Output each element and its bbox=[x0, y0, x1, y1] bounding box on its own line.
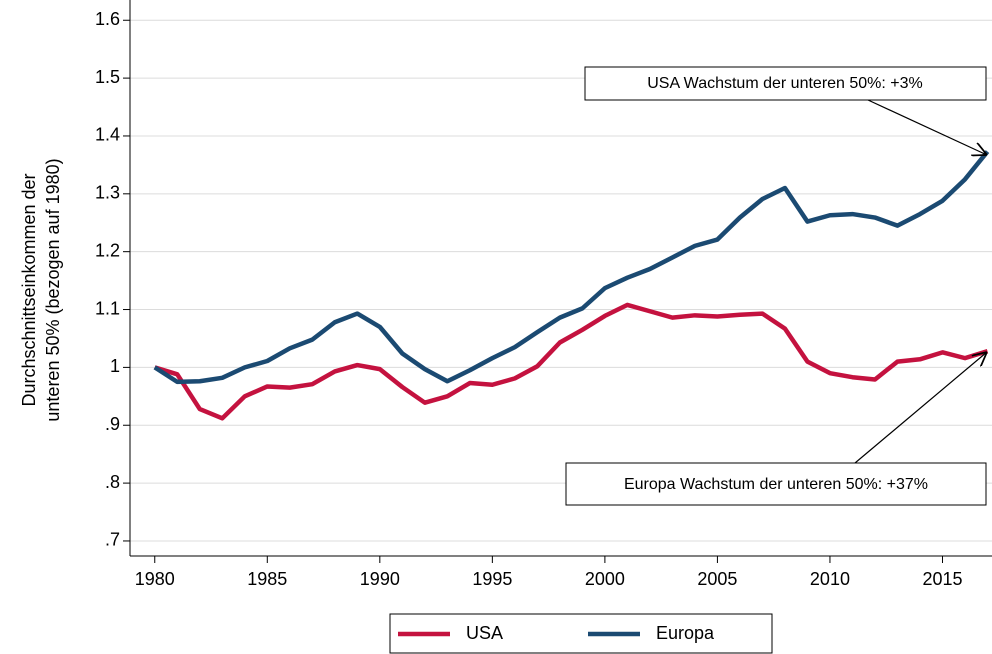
annotation: Europa Wachstum der unteren 50%: +37% bbox=[624, 476, 928, 493]
y-tick-label: 1.4 bbox=[95, 125, 120, 145]
y-tick-label: 1.3 bbox=[95, 183, 120, 203]
y-tick-label: .8 bbox=[105, 472, 120, 492]
y-axis-label: unteren 50% (bezogen auf 1980) bbox=[43, 158, 63, 421]
y-tick-label: 1.5 bbox=[95, 67, 120, 87]
series-line bbox=[153, 150, 990, 385]
annotation-arrow bbox=[854, 352, 987, 464]
y-tick-label: 1.1 bbox=[95, 298, 120, 318]
legend bbox=[389, 613, 773, 654]
x-tick-label: 2010 bbox=[810, 569, 850, 589]
legend-items: USA Europa bbox=[398, 623, 715, 643]
x-tick-label: 1990 bbox=[360, 569, 400, 589]
y-axis-label: Durchschnittseinkommen der bbox=[19, 173, 39, 406]
y-tick-label: .7 bbox=[105, 530, 120, 550]
x-tick-label: 2005 bbox=[697, 569, 737, 589]
lines bbox=[153, 150, 990, 421]
x-tick-label: 1980 bbox=[135, 569, 175, 589]
x-tick-label: 2015 bbox=[922, 569, 962, 589]
legend-label: Europa bbox=[656, 623, 715, 643]
x-tick-label: 1985 bbox=[247, 569, 287, 589]
series-line bbox=[154, 302, 989, 421]
legend-label: USA bbox=[466, 623, 503, 643]
y-tick-label: .9 bbox=[105, 414, 120, 434]
y-tick-label: 1.6 bbox=[95, 9, 120, 29]
y-tick-label: 1 bbox=[110, 356, 120, 376]
grid bbox=[130, 19, 992, 542]
y-tick-label: 1.2 bbox=[95, 240, 120, 260]
x-tick-label: 1995 bbox=[472, 569, 512, 589]
annotation-box bbox=[565, 462, 987, 506]
annotation-arrow bbox=[867, 99, 987, 155]
x-tick-label: 2000 bbox=[585, 569, 625, 589]
annotation: USA Wachstum der unteren 50%: +3% bbox=[647, 75, 923, 92]
annotation-box bbox=[584, 66, 987, 101]
